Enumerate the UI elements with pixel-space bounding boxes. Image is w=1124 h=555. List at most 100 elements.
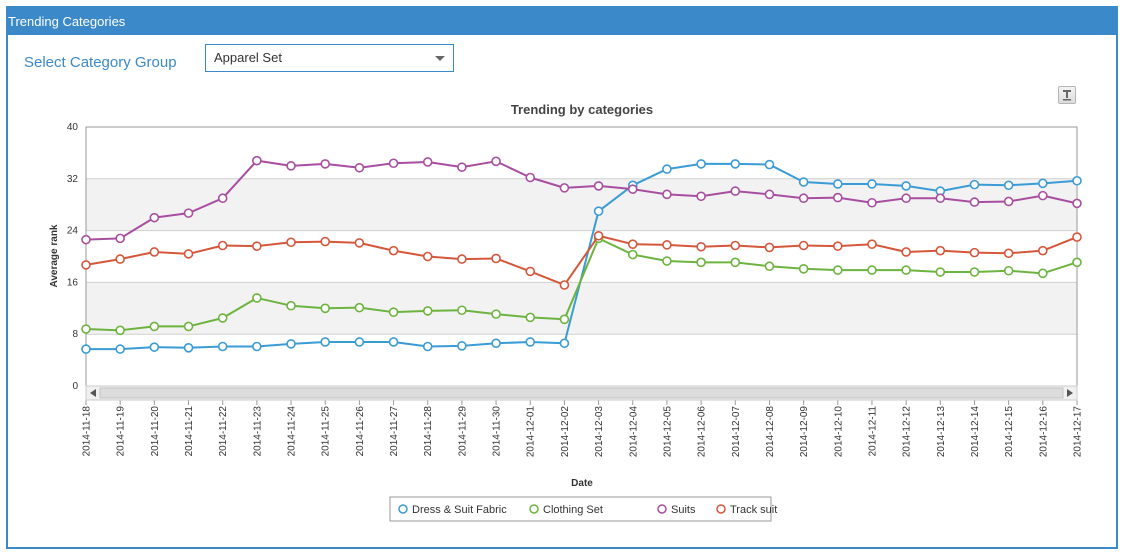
data-point[interactable] bbox=[422, 157, 433, 167]
data-point[interactable] bbox=[320, 337, 331, 347]
scrollbar-thumb[interactable] bbox=[99, 387, 1064, 399]
data-point[interactable] bbox=[183, 208, 194, 218]
data-point[interactable] bbox=[457, 162, 467, 172]
data-point[interactable] bbox=[217, 240, 228, 251]
data-point[interactable] bbox=[901, 193, 911, 204]
data-point[interactable] bbox=[1003, 265, 1014, 276]
data-point[interactable] bbox=[388, 245, 399, 256]
data-point[interactable] bbox=[422, 251, 433, 262]
legend-item[interactable]: Suits bbox=[657, 504, 696, 516]
data-point[interactable] bbox=[525, 172, 536, 183]
data-point[interactable] bbox=[115, 254, 125, 264]
data-point[interactable] bbox=[81, 344, 91, 354]
data-point[interactable] bbox=[81, 324, 91, 334]
data-point[interactable] bbox=[901, 265, 911, 275]
data-point[interactable] bbox=[388, 158, 399, 169]
data-point[interactable] bbox=[149, 247, 160, 257]
data-point[interactable] bbox=[935, 193, 946, 204]
category-group-select[interactable]: Apparel Set bbox=[205, 44, 454, 72]
data-point[interactable] bbox=[115, 325, 125, 336]
data-point[interactable] bbox=[730, 257, 741, 268]
data-point[interactable] bbox=[252, 293, 262, 303]
data-point[interactable] bbox=[149, 342, 160, 352]
data-point[interactable] bbox=[1038, 190, 1048, 201]
data-point[interactable] bbox=[901, 181, 911, 191]
data-point[interactable] bbox=[559, 338, 570, 349]
legend-item[interactable]: Clothing Set bbox=[529, 504, 603, 516]
data-point[interactable] bbox=[730, 186, 741, 196]
data-point[interactable] bbox=[388, 337, 399, 347]
data-point[interactable] bbox=[764, 242, 775, 253]
data-point[interactable] bbox=[491, 253, 501, 264]
data-point[interactable] bbox=[559, 183, 570, 193]
data-point[interactable] bbox=[832, 265, 843, 275]
data-point[interactable] bbox=[798, 240, 809, 251]
data-point[interactable] bbox=[457, 341, 467, 351]
data-point[interactable] bbox=[627, 239, 638, 249]
data-point[interactable] bbox=[525, 337, 536, 347]
data-point[interactable] bbox=[1003, 196, 1014, 207]
data-point[interactable] bbox=[286, 237, 296, 248]
data-point[interactable] bbox=[525, 312, 536, 323]
data-point[interactable] bbox=[491, 156, 501, 167]
data-point[interactable] bbox=[320, 159, 331, 169]
export-menu-button[interactable] bbox=[1058, 86, 1076, 104]
data-point[interactable] bbox=[252, 341, 262, 352]
scroll-right-icon[interactable] bbox=[1067, 389, 1073, 397]
data-point[interactable] bbox=[491, 338, 501, 349]
data-point[interactable] bbox=[1038, 245, 1048, 256]
data-point[interactable] bbox=[354, 238, 365, 248]
data-point[interactable] bbox=[149, 212, 160, 223]
data-point[interactable] bbox=[867, 265, 877, 275]
data-point[interactable] bbox=[969, 179, 980, 190]
data-point[interactable] bbox=[798, 177, 809, 187]
data-point[interactable] bbox=[696, 241, 706, 252]
data-point[interactable] bbox=[730, 159, 741, 169]
data-point[interactable] bbox=[764, 159, 775, 170]
data-point[interactable] bbox=[867, 239, 877, 249]
data-point[interactable] bbox=[867, 197, 877, 208]
data-point[interactable] bbox=[662, 189, 672, 200]
data-point[interactable] bbox=[969, 267, 980, 277]
data-point[interactable] bbox=[696, 159, 706, 169]
data-point[interactable] bbox=[217, 341, 228, 352]
data-point[interactable] bbox=[252, 155, 262, 166]
data-point[interactable] bbox=[1038, 178, 1048, 189]
legend-item[interactable]: Track suit bbox=[716, 504, 777, 516]
data-point[interactable] bbox=[115, 344, 125, 354]
data-point[interactable] bbox=[81, 260, 91, 270]
data-point[interactable] bbox=[183, 321, 194, 332]
data-point[interactable] bbox=[559, 314, 570, 325]
data-point[interactable] bbox=[593, 181, 604, 191]
data-point[interactable] bbox=[525, 266, 536, 277]
data-point[interactable] bbox=[491, 309, 501, 319]
data-point[interactable] bbox=[1072, 232, 1082, 242]
data-point[interactable] bbox=[286, 300, 296, 311]
data-point[interactable] bbox=[593, 206, 604, 216]
data-point[interactable] bbox=[422, 306, 433, 316]
data-point[interactable] bbox=[1003, 180, 1014, 191]
data-point[interactable] bbox=[388, 307, 399, 317]
data-point[interactable] bbox=[662, 164, 672, 174]
data-point[interactable] bbox=[149, 321, 160, 332]
data-point[interactable] bbox=[320, 236, 331, 247]
data-point[interactable] bbox=[217, 193, 228, 204]
data-point[interactable] bbox=[662, 256, 672, 266]
data-point[interactable] bbox=[422, 341, 433, 352]
data-point[interactable] bbox=[867, 179, 877, 189]
data-point[interactable] bbox=[183, 249, 194, 259]
data-point[interactable] bbox=[730, 240, 741, 251]
data-point[interactable] bbox=[354, 337, 365, 347]
data-point[interactable] bbox=[832, 192, 843, 203]
horizontal-scrollbar[interactable] bbox=[85, 385, 1078, 401]
data-point[interactable] bbox=[832, 241, 843, 251]
data-point[interactable] bbox=[320, 303, 331, 314]
data-point[interactable] bbox=[593, 230, 604, 241]
data-point[interactable] bbox=[286, 339, 296, 349]
legend-item[interactable]: Dress & Suit Fabric bbox=[398, 504, 507, 516]
data-point[interactable] bbox=[969, 247, 980, 258]
data-point[interactable] bbox=[457, 305, 467, 316]
data-point[interactable] bbox=[354, 302, 365, 313]
data-point[interactable] bbox=[217, 313, 228, 323]
data-point[interactable] bbox=[115, 233, 125, 244]
